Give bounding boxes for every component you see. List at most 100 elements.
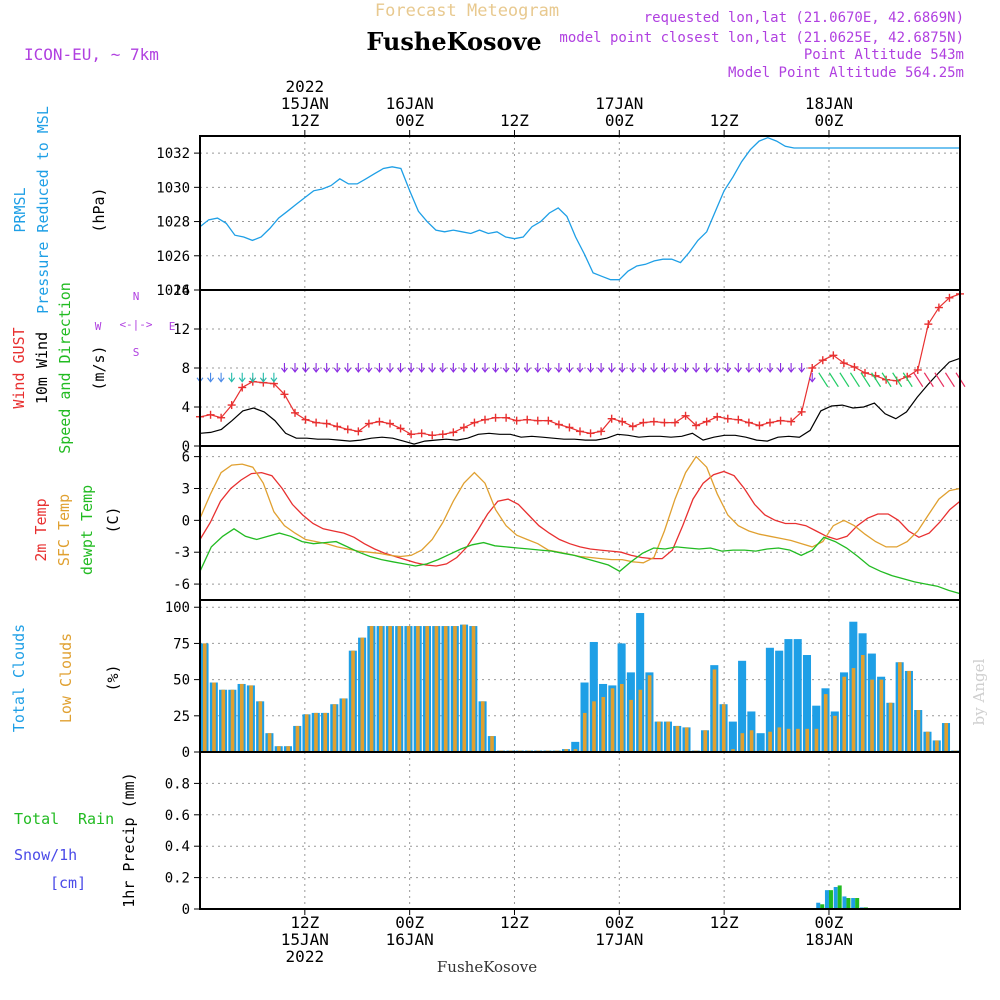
- total-cloud-bar: [793, 639, 802, 752]
- t2m-label: 2m Temp: [32, 498, 50, 561]
- gust-marker: [470, 418, 479, 427]
- panels: 102410261028103010320481216-6-3036025507…: [156, 130, 966, 918]
- low-cloud-bar: [341, 698, 346, 752]
- ytick-label: 4: [182, 400, 190, 416]
- wind-direction-arrow: [449, 363, 457, 373]
- low-cloud-bar: [805, 728, 809, 752]
- wind-direction-arrow: [481, 363, 489, 373]
- wind-direction-arrow: [407, 363, 415, 373]
- rain-bar: [828, 890, 833, 909]
- low-cloud-bar: [582, 712, 587, 752]
- wind-direction-arrow: [291, 363, 299, 373]
- ytick-label: 0: [182, 745, 190, 761]
- total-cloud-bar: [775, 650, 784, 752]
- precip-cm-label: [cm]: [50, 874, 86, 892]
- wind-direction-arrow: [944, 372, 955, 388]
- low-cloud-bar: [898, 662, 902, 752]
- wind-direction-arrow: [428, 363, 436, 373]
- low-clouds-label: Low Clouds: [57, 633, 75, 723]
- gust-marker: [839, 359, 848, 368]
- gust-marker: [660, 418, 669, 427]
- low-cloud-bar: [360, 637, 365, 752]
- precip-rain-label: Rain: [78, 810, 114, 828]
- gust-marker: [428, 431, 437, 440]
- t2m-line: [199, 470, 961, 567]
- gust-marker: [227, 401, 236, 410]
- low-cloud-bar: [925, 731, 930, 752]
- wind-direction-arrow: [808, 372, 816, 383]
- ytick-label: 0: [182, 439, 190, 455]
- total-cloud-bar: [765, 647, 774, 752]
- wind-direction-arrow: [692, 363, 700, 373]
- gust-marker: [354, 427, 363, 436]
- credit-label: by Angel: [970, 658, 988, 725]
- low-cloud-bar: [833, 715, 837, 752]
- wind-direction-arrow: [787, 363, 795, 373]
- wind10-line: [199, 357, 961, 445]
- gust-marker: [491, 413, 500, 422]
- gust-marker: [934, 303, 943, 312]
- top-time-label: 15JAN: [281, 94, 329, 113]
- wind-direction-arrow: [344, 363, 352, 373]
- rain-bar: [837, 885, 842, 909]
- gust-marker: [723, 414, 732, 423]
- gust-marker: [818, 356, 827, 365]
- ytick-label: 16: [173, 283, 190, 299]
- low-cloud-bar: [907, 670, 911, 752]
- ytick-label: 0: [182, 513, 190, 529]
- low-cloud-bar: [786, 728, 791, 752]
- low-cloud-bar: [777, 727, 782, 752]
- cloud-label: Total Clouds Low Clouds (%): [10, 624, 122, 732]
- low-cloud-bar: [860, 655, 865, 752]
- low-cloud-bar: [379, 626, 383, 752]
- ytick-label: 0.6: [165, 808, 190, 824]
- model-altitude: Model Point Altitude 564.25m: [728, 65, 964, 81]
- wind-direction-arrow: [249, 372, 257, 383]
- gust-marker: [776, 416, 785, 425]
- gust-marker: [692, 421, 701, 430]
- low-cloud-bar: [851, 668, 856, 752]
- top-time-label: 2022: [286, 77, 325, 96]
- gust-marker: [333, 422, 342, 431]
- ytick-label: 6: [182, 450, 190, 466]
- ytick-label: 25: [173, 709, 190, 725]
- panel-border: [199, 135, 961, 291]
- precip-axis-label: 1hr Precip (mm): [120, 772, 138, 907]
- wind-direction-arrow: [492, 363, 499, 373]
- bottom-time-label: 12Z: [710, 913, 739, 932]
- gust-marker: [407, 430, 416, 439]
- wind-direction-arrow: [839, 372, 850, 388]
- precip-label: Total Rain Snow/1h [cm] 1hr Precip (mm): [14, 772, 138, 907]
- gust-marker: [322, 419, 331, 428]
- wind-direction-arrow: [281, 363, 288, 373]
- wind-direction-arrow: [238, 372, 246, 383]
- low-cloud-bar: [304, 714, 309, 752]
- gust-marker: [945, 293, 954, 302]
- bottom-time-label: 00Z: [815, 913, 844, 932]
- wind-direction-arrow: [418, 363, 426, 373]
- precip-snow-label: Snow/1h: [14, 846, 77, 864]
- gust-marker: [206, 410, 215, 419]
- low-cloud-bar: [258, 701, 263, 752]
- wind-direction-arrow: [333, 363, 341, 373]
- wind-direction-arrow: [523, 363, 531, 373]
- ytick-label: 75: [173, 636, 190, 652]
- temp-unit: (C): [104, 506, 122, 533]
- total-cloud-bar: [802, 655, 812, 752]
- wind-direction-arrow: [661, 363, 668, 373]
- wind-direction-arrow: [587, 363, 594, 373]
- wind-direction-arrow: [934, 372, 945, 388]
- low-cloud-bar: [388, 626, 392, 752]
- low-cloud-bar: [434, 626, 439, 752]
- bottom-time-label: 15JAN: [281, 930, 329, 949]
- total-clouds-label: Total Clouds: [10, 624, 28, 732]
- low-cloud-bar: [916, 710, 921, 752]
- gust-marker: [628, 422, 637, 431]
- wind-direction-arrow: [228, 372, 236, 383]
- dewpt-line: [199, 528, 961, 595]
- gust-marker: [713, 412, 722, 421]
- low-cloud-bar: [443, 626, 448, 752]
- gust-marker: [576, 427, 584, 436]
